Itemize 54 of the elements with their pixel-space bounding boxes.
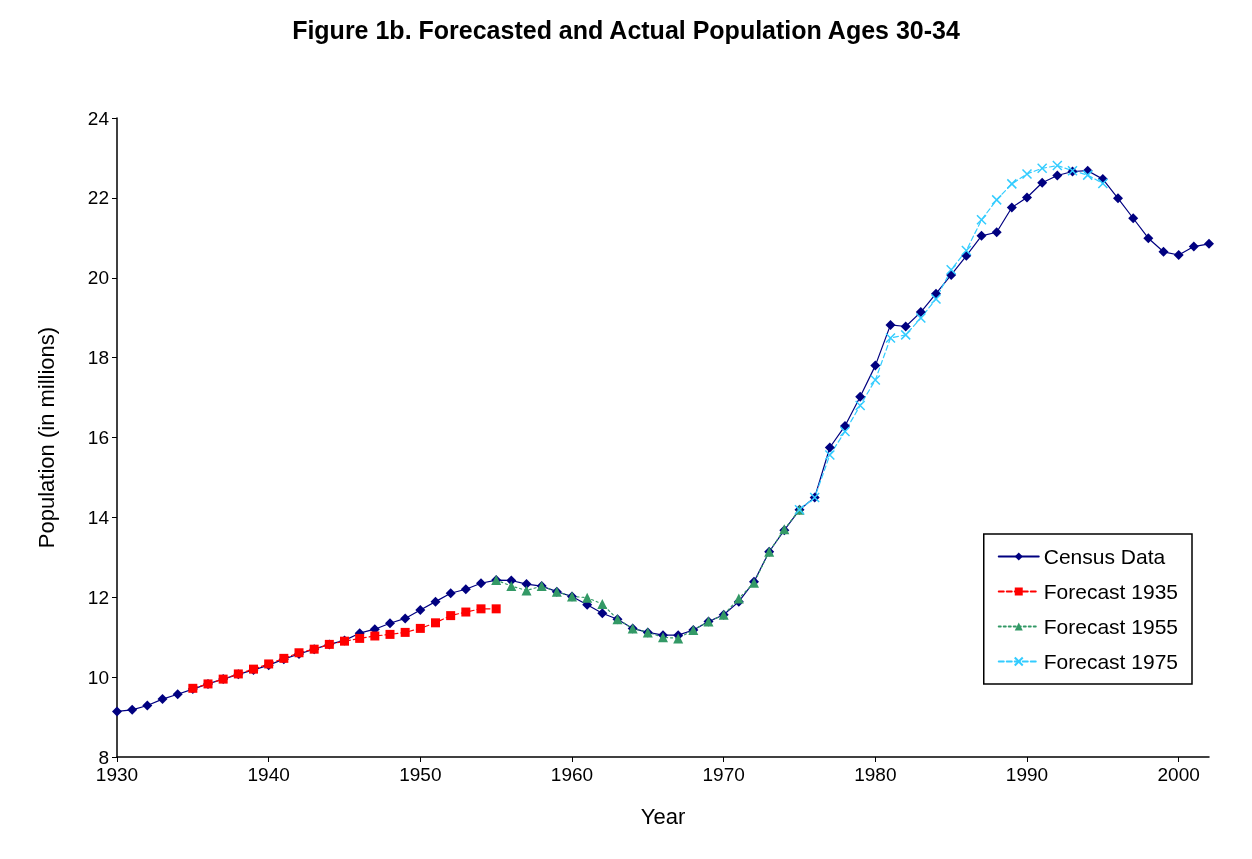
point: [385, 629, 395, 639]
legend-label: Forecast 1955: [1043, 615, 1179, 638]
point: [1006, 178, 1018, 190]
point: [1082, 169, 1093, 181]
x-tick-label: 1940: [247, 764, 290, 785]
point: [900, 329, 911, 341]
point: [991, 194, 1002, 206]
y-tick-label: 24: [87, 107, 110, 129]
point: [461, 607, 471, 617]
point: [885, 332, 896, 344]
point: [491, 604, 501, 614]
point: [870, 374, 881, 386]
x-tick-label: 1970: [702, 764, 745, 785]
point: [506, 581, 517, 592]
point: [930, 293, 942, 305]
point: [1097, 178, 1109, 189]
point: [597, 599, 608, 610]
point: [370, 631, 380, 641]
y-axis-title: Population (in millions): [33, 326, 59, 549]
y-tick-label: 12: [87, 586, 109, 608]
y-tick-label: 22: [87, 187, 109, 209]
point: [1052, 160, 1063, 171]
y-tick-label: 10: [87, 666, 109, 688]
x-tick-label: 1950: [399, 764, 442, 785]
y-tick-label: 20: [87, 267, 109, 289]
point: [476, 604, 486, 614]
point: [961, 245, 972, 256]
point: [824, 449, 836, 461]
legend-label: Forecast 1975: [1043, 650, 1179, 673]
y-tick-label: 18: [87, 347, 109, 369]
point: [355, 633, 365, 643]
chart-title: Figure 1b. Forecasted and Actual Population Ages 30-34: [292, 15, 960, 44]
point: [915, 312, 927, 324]
y-tick-label: 14: [87, 506, 110, 528]
x-axis-title: Year: [640, 803, 686, 829]
legend-label: Forecast 1935: [1043, 580, 1179, 603]
x-tick-label: 2000: [1157, 764, 1200, 785]
x-tick-label: 1960: [550, 764, 594, 785]
point: [945, 264, 957, 276]
point: [446, 611, 456, 621]
x-tick-label: 1990: [1005, 764, 1049, 785]
point: [582, 592, 593, 603]
point: [839, 426, 851, 437]
point: [854, 400, 866, 411]
point: [976, 214, 987, 226]
legend-label: Census Data: [1043, 545, 1166, 568]
point: [431, 618, 440, 628]
x-tick-label: 1980: [854, 764, 897, 785]
point: [521, 585, 532, 596]
point: [1036, 163, 1048, 174]
point: [1021, 168, 1033, 180]
point: [400, 627, 410, 637]
y-tick-label: 16: [87, 427, 109, 448]
point: [415, 623, 425, 633]
